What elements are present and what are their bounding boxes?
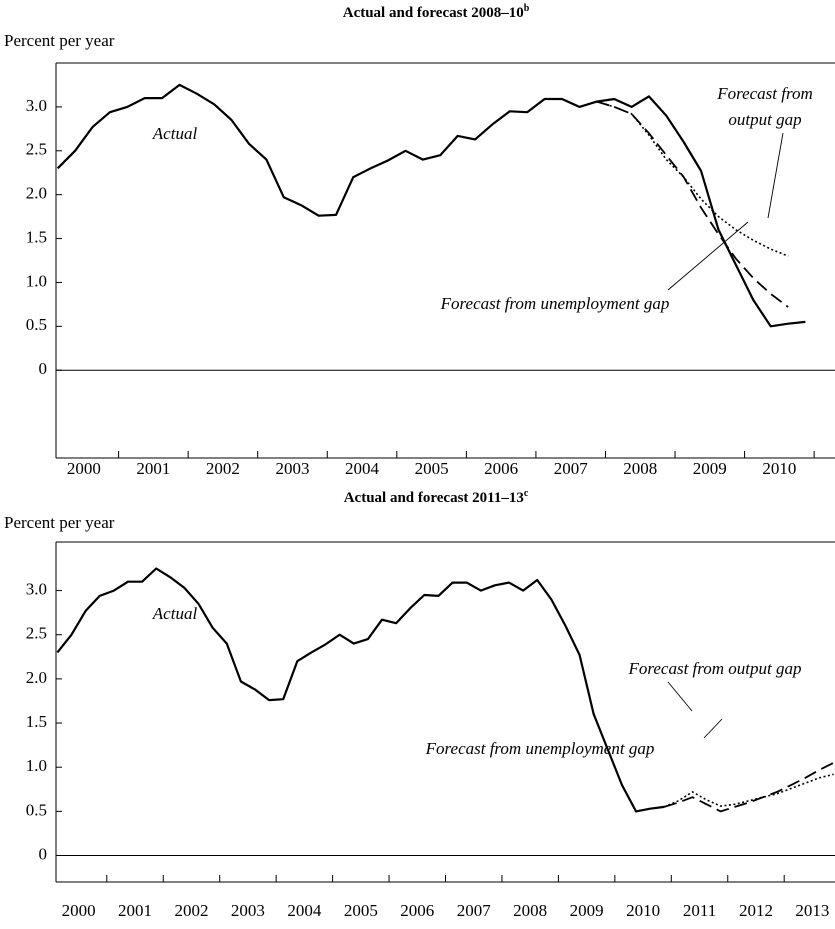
x-tick-label: 2003 [275, 459, 309, 478]
y-tick-label: 0 [39, 844, 48, 863]
x-tick-label: 2001 [118, 901, 152, 920]
x-tick-label: 2002 [206, 459, 240, 478]
annotation: output gap [728, 110, 801, 129]
x-tick-label: 2007 [554, 459, 589, 478]
title-superscript: c [524, 488, 529, 499]
annotation: Forecast from unemployment gap [440, 294, 670, 313]
y-tick-label: 2.5 [26, 624, 47, 643]
annotation: Actual [152, 604, 198, 623]
y-tick-label: 0.5 [26, 800, 47, 819]
x-tick-label: 2010 [626, 901, 660, 920]
y-axis-label: Percent per year [4, 31, 115, 50]
x-tick-label: 2012 [739, 901, 773, 920]
y-tick-label: 2.0 [26, 668, 47, 687]
x-tick-label: 2004 [287, 901, 322, 920]
y-tick-label: 0.5 [26, 315, 47, 334]
title-text: Actual and forecast 2011–13 [344, 490, 524, 506]
leader-line [703, 718, 723, 739]
leader-line [667, 681, 693, 712]
x-tick-label: 2004 [345, 459, 380, 478]
leader-line [767, 132, 784, 219]
y-tick-label: 2.5 [26, 140, 47, 159]
x-tick-label: 2000 [62, 901, 96, 920]
x-tick-label: 2000 [67, 459, 101, 478]
y-axis-label: Percent per year [4, 513, 115, 532]
chart-title: Actual and forecast 2011–13c [344, 488, 529, 506]
series-line [56, 567, 665, 813]
title-superscript: b [524, 3, 530, 14]
x-tick-label: 2007 [457, 901, 492, 920]
y-tick-label: 0 [39, 359, 48, 378]
x-tick-label: 2008 [623, 459, 657, 478]
x-tick-label: 2013 [795, 901, 829, 920]
annotation: Forecast from output gap [628, 659, 802, 678]
y-tick-label: 1.0 [26, 271, 47, 290]
x-tick-label: 2001 [136, 459, 170, 478]
leader-line [667, 221, 749, 291]
y-tick-label: 1.5 [26, 227, 47, 246]
series-line [596, 100, 789, 257]
x-tick-label: 2009 [693, 459, 727, 478]
x-tick-label: 2006 [484, 459, 518, 478]
x-tick-label: 2008 [513, 901, 547, 920]
x-tick-label: 2009 [570, 901, 604, 920]
x-tick-label: 2010 [762, 459, 796, 478]
x-tick-label: 2005 [344, 901, 378, 920]
y-tick-label: 2.0 [26, 184, 47, 203]
y-tick-label: 3.0 [26, 579, 47, 598]
annotation: Forecast from [716, 84, 813, 103]
title-text: Actual and forecast 2008–10 [343, 5, 524, 21]
series-line [663, 761, 835, 813]
y-tick-label: 3.0 [26, 96, 47, 115]
annotation: Actual [152, 124, 198, 143]
y-tick-label: 1.5 [26, 712, 47, 731]
x-tick-label: 2006 [400, 901, 434, 920]
x-tick-label: 2005 [415, 459, 449, 478]
chart-title: Actual and forecast 2008–10b [343, 3, 530, 21]
x-tick-label: 2011 [683, 901, 716, 920]
x-tick-label: 2003 [231, 901, 265, 920]
series-line [56, 83, 806, 328]
series-line [596, 100, 789, 308]
x-tick-label: 2002 [174, 901, 208, 920]
series-line [663, 773, 834, 808]
y-tick-label: 1.0 [26, 756, 47, 775]
annotation: Forecast from unemployment gap [425, 739, 655, 758]
